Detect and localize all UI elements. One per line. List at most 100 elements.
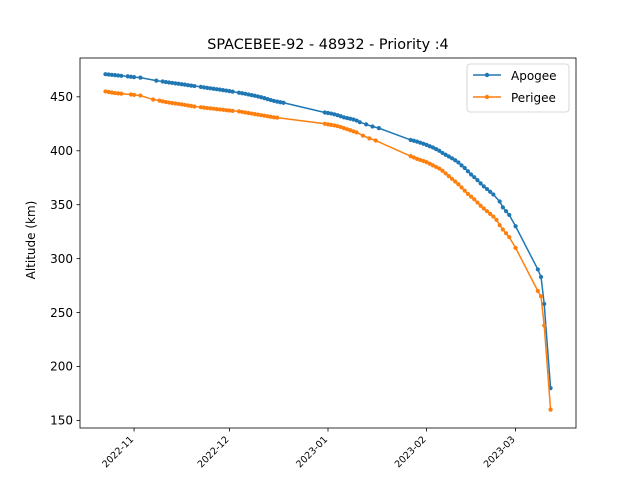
apogee-point	[128, 74, 133, 79]
perigee-point	[344, 127, 350, 132]
perigee-point	[538, 294, 544, 299]
apogee-point	[497, 199, 502, 204]
perigee-point	[106, 89, 111, 95]
perigee-point	[220, 107, 226, 112]
apogee-point	[325, 110, 331, 116]
apogee-point	[418, 140, 423, 145]
perigee-point	[497, 223, 502, 228]
apogee-point	[440, 150, 445, 156]
apogee-point	[109, 72, 114, 77]
apogee-point	[116, 73, 121, 78]
legend-apogee-marker	[484, 72, 490, 78]
apogee-point	[275, 99, 280, 104]
apogee-point	[112, 73, 118, 78]
perigee-point	[151, 97, 156, 102]
apogee-point	[259, 95, 264, 100]
perigee-point	[119, 91, 124, 96]
apogee-point	[500, 205, 505, 210]
perigee-point	[160, 99, 165, 104]
perigee-point	[373, 138, 378, 143]
apogee-point	[370, 124, 375, 129]
perigee-point	[163, 99, 168, 105]
apogee-point	[173, 81, 178, 86]
perigee-point	[348, 128, 353, 133]
apogee-point	[478, 181, 483, 186]
perigee-point	[211, 106, 216, 111]
legend-box	[466, 63, 570, 113]
perigee-point	[488, 211, 493, 216]
apogee-point	[462, 165, 467, 171]
apogee-point	[503, 209, 509, 214]
apogee-point	[119, 73, 124, 78]
apogee-point	[271, 98, 277, 104]
apogee-point	[434, 147, 439, 152]
apogee-point	[265, 97, 270, 102]
apogee-point	[163, 79, 168, 85]
perigee-point	[465, 191, 470, 197]
y-tick-label: 300	[50, 252, 73, 266]
perigee-point	[462, 188, 467, 193]
y-tick-label: 400	[50, 144, 73, 158]
perigee-point	[475, 200, 480, 205]
legend-apogee-label: Apogee	[511, 69, 557, 83]
perigee-point	[491, 214, 496, 219]
apogee-point	[446, 154, 451, 159]
perigee-point	[208, 106, 213, 111]
perigee-point	[335, 124, 340, 129]
perigee-point	[230, 108, 235, 113]
apogee-point	[208, 86, 213, 91]
perigee-point	[440, 168, 445, 173]
perigee-point	[414, 156, 420, 161]
y-tick-label: 200	[50, 360, 73, 374]
apogee-point	[103, 72, 108, 77]
perigee-point	[173, 101, 178, 106]
perigee-point	[418, 157, 423, 163]
apogee-point	[268, 97, 273, 103]
plot-area	[103, 72, 553, 412]
apogee-point	[189, 83, 194, 88]
perigee-point	[481, 206, 486, 211]
perigee-point	[236, 109, 242, 114]
perigee-point	[332, 123, 337, 128]
perigee-point	[116, 91, 121, 96]
perigee-point	[443, 171, 448, 176]
apogee-point	[246, 92, 251, 97]
perigee-point	[176, 101, 181, 107]
apogee-point	[491, 192, 496, 197]
perigee-point	[421, 158, 426, 164]
apogee-point	[335, 113, 340, 118]
apogee-point	[240, 91, 245, 96]
perigee-point	[252, 111, 257, 117]
perigee-point	[341, 126, 346, 131]
perigee-point	[205, 105, 210, 111]
perigee-point	[360, 133, 366, 138]
apogee-point	[459, 163, 464, 168]
perigee-point	[240, 109, 245, 115]
perigee-point	[109, 90, 114, 95]
apogee-point	[348, 116, 353, 121]
perigee-point	[131, 92, 137, 97]
perigee-point	[192, 104, 197, 109]
perigee-point	[268, 114, 273, 119]
perigee-point	[246, 110, 251, 116]
apogee-point	[443, 152, 448, 157]
perigee-point	[275, 115, 280, 120]
perigee-point	[259, 113, 264, 118]
perigee-point	[128, 92, 133, 97]
perigee-point	[548, 407, 553, 412]
apogee-point	[351, 117, 356, 122]
apogee-point	[166, 80, 172, 85]
perigee-point	[182, 102, 188, 108]
perigee-point	[166, 100, 172, 105]
apogee-point	[138, 75, 143, 80]
perigee-point	[271, 115, 277, 120]
apogee-point	[262, 96, 267, 101]
apogee-point	[538, 274, 544, 280]
series-layer	[103, 72, 553, 412]
perigee-point	[408, 154, 413, 159]
apogee-point	[421, 141, 426, 146]
apogee-point	[481, 184, 486, 189]
perigee-point	[265, 114, 270, 119]
perigee-point	[542, 323, 547, 328]
